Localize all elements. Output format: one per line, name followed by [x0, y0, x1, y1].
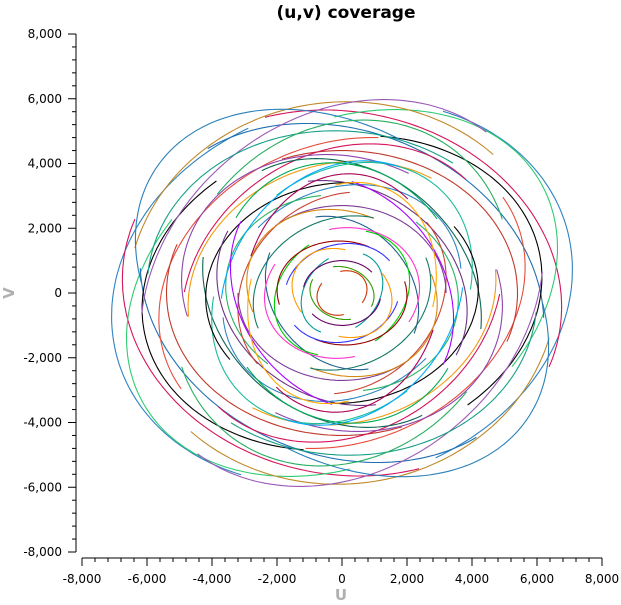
uv-track [202, 256, 423, 428]
uv-track [435, 110, 573, 459]
uv-track [338, 273, 393, 339]
y-tick-label: 2,000 [28, 221, 62, 235]
uv-track [252, 215, 374, 329]
uv-track [380, 135, 543, 406]
uv-track [276, 240, 370, 305]
uv-track [274, 205, 447, 293]
y-tick-label: 4,000 [28, 157, 62, 171]
x-tick-label: -8,000 [63, 572, 102, 586]
x-tick-label: 6,000 [520, 572, 554, 586]
x-axis-title: U [335, 586, 347, 604]
uv-track [181, 154, 409, 317]
x-tick-label: 4,000 [455, 572, 489, 586]
x-tick-label: -2,000 [258, 572, 297, 586]
y-tick-label: 8,000 [28, 27, 62, 41]
y-tick-label: -8,000 [23, 545, 62, 559]
uv-track [111, 127, 249, 476]
uv-track [264, 252, 369, 371]
uv-track [329, 226, 479, 404]
uv-track [229, 221, 333, 405]
uv-track [237, 293, 410, 381]
x-tick-label: 8,000 [585, 572, 619, 586]
uv-track [365, 230, 411, 342]
uv-track [283, 303, 550, 478]
tracks-layer [111, 99, 573, 487]
uv-track [181, 366, 468, 467]
y-tick-label: 6,000 [28, 92, 62, 106]
y-axis-title: V [0, 287, 18, 299]
uv-track [147, 130, 454, 274]
uv-track [125, 219, 351, 477]
uv-track [134, 108, 401, 283]
uv-track [141, 99, 487, 315]
uv-track [291, 247, 346, 313]
uv-track [261, 158, 482, 330]
uv-track [230, 312, 537, 456]
y-tick-label: -6,000 [23, 480, 62, 494]
uv-track [264, 109, 563, 368]
uv-track [311, 298, 381, 326]
uv-track [183, 143, 467, 293]
y-ticks: -8,000 -6,000 -4,000 -2,000 0 2,000 4,000 6,000… [23, 27, 76, 559]
uv-track [351, 181, 455, 365]
uv-track [207, 122, 545, 318]
uv-track [235, 162, 438, 220]
uv-track [316, 282, 344, 316]
x-tick-label: -4,000 [193, 572, 232, 586]
uv-track [310, 257, 432, 371]
uv-track [329, 227, 421, 323]
uv-track [314, 281, 408, 346]
uv-track [246, 208, 374, 313]
uv-track [310, 273, 438, 378]
uv-track [275, 329, 434, 413]
uv-track [205, 182, 355, 360]
uv-track [335, 181, 437, 308]
uv-track [284, 287, 464, 426]
uv-track [211, 296, 408, 425]
uv-track [315, 215, 420, 334]
y-tick-label: 0 [54, 286, 62, 300]
uv-track [216, 119, 503, 220]
uv-track [220, 160, 400, 299]
y-tick-label: -2,000 [23, 351, 62, 365]
x-ticks: -8,000 -6,000 -4,000 -2,000 0 2,000 4,000 6,000… [63, 558, 619, 586]
uv-track [293, 301, 399, 344]
uv-track [165, 244, 403, 436]
uv-track [340, 270, 368, 304]
y-tick-label: -4,000 [23, 416, 62, 430]
uv-track [141, 180, 304, 451]
x-tick-label: -6,000 [128, 572, 167, 586]
uv-track [333, 109, 559, 367]
uv-track [275, 269, 503, 432]
uv-track [247, 278, 349, 405]
uv-track [139, 268, 477, 464]
uv-track [273, 244, 319, 356]
uv-track [305, 196, 526, 449]
uv-track [121, 218, 420, 477]
uv-track [309, 278, 351, 321]
uv-track [158, 137, 379, 390]
uv-track [285, 242, 391, 285]
x-tick-label: 2,000 [390, 572, 424, 586]
uv-track [197, 271, 543, 487]
uv-track [217, 293, 501, 443]
uv-track [281, 150, 519, 342]
uv-track [303, 260, 373, 288]
uv-track [250, 173, 409, 257]
chart-title: (u,v) coverage [276, 3, 415, 23]
x-tick-label: 0 [338, 572, 346, 586]
uv-track [246, 366, 449, 424]
uv-track [333, 265, 375, 308]
uv-track [263, 263, 355, 359]
uv-track [276, 161, 473, 290]
